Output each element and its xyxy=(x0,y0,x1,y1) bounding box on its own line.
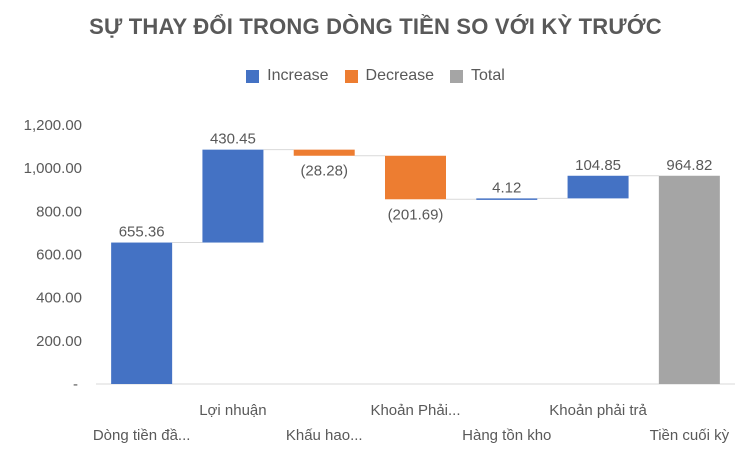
y-tick-label: 200.00 xyxy=(36,333,82,350)
data-label: 104.85 xyxy=(575,157,621,174)
legend-entry-increase: Increase xyxy=(246,67,329,85)
bar-increase xyxy=(476,198,538,200)
chart-title: SỰ THAY ĐỔI TRONG DÒNG TIỀN SO VỚI KỲ TR… xyxy=(89,14,662,39)
y-tick-label: 800.00 xyxy=(36,203,82,220)
x-tick-label: Khoản phải trả xyxy=(549,402,647,419)
x-tick-label: Dòng tiền đầ... xyxy=(93,427,191,444)
legend: Increase Decrease Total xyxy=(0,67,751,85)
data-label: 430.45 xyxy=(210,131,256,148)
legend-entry-decrease: Decrease xyxy=(344,67,435,85)
y-tick-label: 600.00 xyxy=(36,247,82,264)
x-tick-label: Hàng tồn kho xyxy=(462,427,551,444)
y-tick-label: 1,200.00 xyxy=(24,117,82,134)
data-label: (201.69) xyxy=(388,206,444,223)
x-tick-label: Lợi nhuận xyxy=(199,402,266,419)
bar-increase xyxy=(202,149,264,243)
data-label: 964.82 xyxy=(666,157,712,174)
bar-decrease xyxy=(293,149,355,156)
legend-label-decrease: Decrease xyxy=(365,67,435,84)
legend-entry-total: Total xyxy=(450,67,505,85)
data-label: 4.12 xyxy=(492,179,521,196)
y-tick-label: 400.00 xyxy=(36,290,82,307)
bar-increase xyxy=(111,242,173,384)
legend-swatch-decrease xyxy=(344,69,358,83)
bar-total xyxy=(658,175,720,384)
legend-label-total: Total xyxy=(471,67,505,84)
y-tick-label: 1,000.00 xyxy=(24,160,82,177)
y-tick-label: - xyxy=(73,376,78,393)
data-label: (28.28) xyxy=(300,163,348,180)
legend-swatch-total xyxy=(450,69,464,83)
legend-label-increase: Increase xyxy=(267,67,329,84)
bar-decrease xyxy=(385,155,446,200)
x-tick-label: Khấu hao... xyxy=(286,427,363,444)
x-tick-label: Tiền cuối kỳ xyxy=(650,427,730,444)
bar-increase xyxy=(567,175,629,199)
legend-swatch-increase xyxy=(246,69,260,83)
data-label: 655.36 xyxy=(119,224,165,241)
x-tick-label: Khoản Phải... xyxy=(370,402,460,419)
